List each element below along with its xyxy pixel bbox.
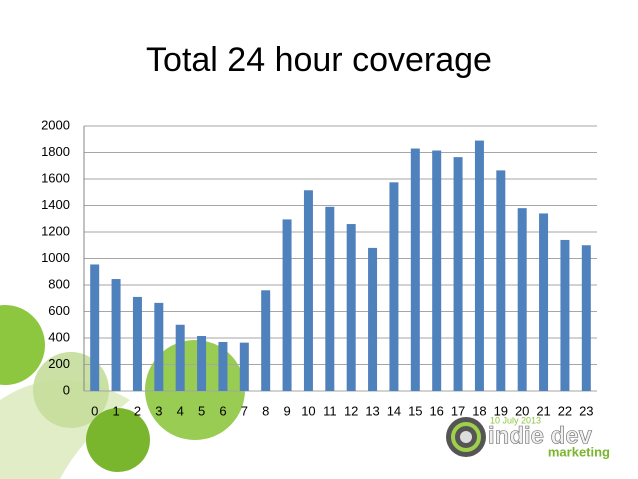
decoration bbox=[0, 305, 245, 479]
bar bbox=[453, 157, 463, 391]
bar bbox=[389, 182, 399, 391]
x-tick-label: 16 bbox=[429, 403, 443, 418]
x-tick-label: 1 bbox=[112, 403, 119, 418]
bar bbox=[90, 264, 100, 391]
bar bbox=[282, 219, 292, 391]
x-tick-label: 4 bbox=[177, 403, 184, 418]
bar bbox=[560, 239, 570, 391]
bar bbox=[581, 245, 591, 391]
bar bbox=[496, 170, 506, 391]
y-tick-label: 1400 bbox=[41, 197, 70, 212]
x-tick-label: 12 bbox=[344, 403, 358, 418]
bar bbox=[410, 148, 420, 391]
x-tick-label: 15 bbox=[408, 403, 422, 418]
bar bbox=[474, 140, 484, 391]
bar bbox=[111, 279, 121, 391]
x-tick-label: 11 bbox=[323, 403, 337, 418]
y-tick-label: 200 bbox=[48, 356, 70, 371]
y-tick-label: 1000 bbox=[41, 250, 70, 265]
bar bbox=[432, 150, 442, 391]
bar bbox=[368, 247, 378, 391]
bar bbox=[197, 336, 207, 391]
x-tick-label: 19 bbox=[494, 403, 508, 418]
logo-date: 10 July 2013 bbox=[490, 415, 541, 425]
y-tick-label: 1600 bbox=[41, 170, 70, 185]
x-tick-label: 17 bbox=[451, 403, 465, 418]
y-tick-label: 800 bbox=[48, 276, 70, 291]
logo-name: indie dev bbox=[488, 422, 593, 449]
x-tick-label: 23 bbox=[579, 403, 593, 418]
bar bbox=[239, 342, 249, 391]
x-tick-label: 9 bbox=[283, 403, 290, 418]
bar bbox=[261, 290, 271, 391]
chart-title: Total 24 hour coverage bbox=[146, 41, 492, 79]
bar bbox=[132, 296, 142, 391]
bar bbox=[517, 208, 527, 391]
x-tick-label: 0 bbox=[91, 403, 98, 418]
y-tick-label: 1800 bbox=[41, 144, 70, 159]
x-tick-label: 6 bbox=[219, 403, 226, 418]
x-tick-label: 20 bbox=[515, 403, 529, 418]
x-tick-label: 21 bbox=[536, 403, 550, 418]
x-tick-label: 13 bbox=[365, 403, 379, 418]
x-tick-label: 8 bbox=[262, 403, 269, 418]
x-tick-label: 22 bbox=[558, 403, 572, 418]
y-tick-label: 2000 bbox=[41, 117, 70, 132]
x-tick-label: 14 bbox=[387, 403, 401, 418]
bar bbox=[346, 224, 356, 391]
y-tick-label: 400 bbox=[48, 329, 70, 344]
logo: 10 July 2013 indie dev marketing bbox=[446, 415, 610, 459]
x-tick-label: 10 bbox=[301, 403, 315, 418]
bar bbox=[154, 302, 164, 391]
logo-tagline: marketing bbox=[548, 444, 610, 459]
bar bbox=[325, 206, 335, 391]
bar bbox=[218, 341, 228, 391]
x-tick-label: 18 bbox=[472, 403, 486, 418]
x-tick-label: 2 bbox=[134, 403, 141, 418]
bar bbox=[303, 190, 313, 391]
y-tick-label: 0 bbox=[63, 382, 70, 397]
bar bbox=[539, 213, 549, 391]
bar bbox=[175, 324, 185, 391]
x-tick-label: 5 bbox=[198, 403, 205, 418]
x-tick-label: 3 bbox=[155, 403, 162, 418]
x-tick-label: 7 bbox=[241, 403, 248, 418]
y-tick-label: 1200 bbox=[41, 223, 70, 238]
y-tick-label: 600 bbox=[48, 303, 70, 318]
